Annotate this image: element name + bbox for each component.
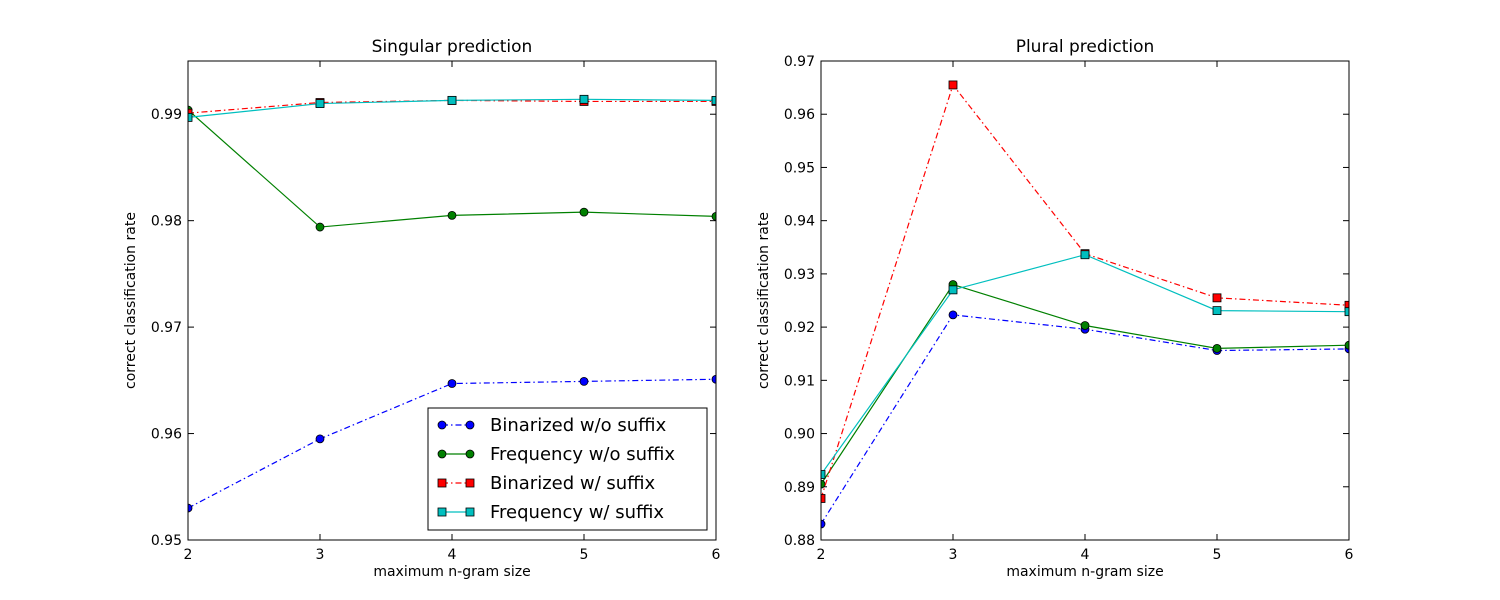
y-tick-label: 0.90 [784, 427, 815, 443]
series-line [188, 378, 716, 509]
plot-frame [187, 60, 717, 541]
legend-item: Frequency w/o suffix [437, 444, 675, 465]
data-point [579, 376, 589, 386]
series-binarized-w-o-suffix [188, 374, 716, 513]
x-tick-label: 4 [1081, 547, 1090, 563]
legend-item: Binarized w/ suffix [437, 473, 656, 494]
x-tick-label: 2 [817, 547, 826, 563]
data-point [1344, 307, 1349, 317]
data-point [579, 94, 589, 104]
y-tick-label: 0.88 [784, 533, 815, 549]
data-point [1212, 293, 1222, 303]
legend-marker [437, 507, 447, 517]
legend-label: Binarized w/ suffix [490, 473, 656, 494]
x-tick-label: 4 [448, 547, 457, 563]
data-point [948, 80, 958, 90]
plural-prediction-panel: Plural prediction 2 3 4 5 6 0.88 0.89 0.90 0.91 0.… [756, 37, 1354, 580]
y-tick-label: 0.98 [151, 214, 182, 230]
data-point [579, 207, 589, 217]
series-frequency-w-o-suffix [821, 280, 1349, 489]
plot-area [188, 94, 716, 513]
data-point [821, 470, 826, 479]
series-line [821, 83, 1349, 499]
data-point [711, 95, 716, 105]
legend-label: Frequency w/o suffix [490, 444, 675, 465]
data-point [315, 434, 325, 444]
series-frequency-w-suffix [188, 94, 716, 122]
chart-title: Singular prediction [372, 37, 533, 57]
plot-area [821, 80, 1349, 529]
y-tick-label: 0.94 [784, 214, 815, 230]
series-line [821, 283, 1349, 485]
y-tick-label: 0.89 [784, 480, 815, 496]
data-point [821, 519, 826, 529]
y-tick-label: 0.96 [151, 427, 182, 443]
x-tick-label: 5 [580, 547, 589, 563]
data-point [1080, 321, 1090, 330]
y-tick-label: 0.92 [784, 320, 815, 336]
chart-title: Plural prediction [1016, 37, 1155, 57]
data-point [447, 95, 457, 105]
data-point [821, 494, 826, 503]
x-axis-label: maximum n-gram size [1006, 564, 1163, 580]
y-tick-label: 0.95 [784, 160, 815, 176]
x-tick-label: 3 [949, 547, 958, 563]
data-point [948, 310, 958, 320]
series-line [188, 109, 716, 228]
legend: Binarized w/o suffix Frequency w/o suffix… [427, 407, 708, 531]
data-point [447, 379, 457, 388]
data-point [1344, 340, 1349, 350]
series-frequency-w-suffix [821, 250, 1349, 479]
data-point [948, 285, 958, 295]
singular-prediction-panel: Singular prediction 2 3 4 5 6 0.95 0.96 0.97 0.98… [123, 37, 721, 580]
legend-marker [437, 449, 447, 459]
legend-marker [465, 478, 475, 488]
y-tick-label: 0.95 [151, 533, 182, 549]
data-point [447, 210, 457, 220]
legend-box [427, 407, 708, 531]
data-point [1212, 306, 1222, 316]
x-tick-label: 6 [1345, 547, 1354, 563]
data-point [188, 503, 193, 513]
legend-marker [465, 449, 475, 459]
y-tick-label: 0.97 [784, 54, 815, 70]
legend-label: Frequency w/ suffix [490, 502, 664, 523]
y-tick-label: 0.99 [151, 107, 182, 123]
legend-label: Binarized w/o suffix [490, 415, 667, 436]
series-line [821, 254, 1349, 475]
legend-marker [465, 507, 475, 517]
y-tick-label: 0.96 [784, 107, 815, 123]
series-frequency-w-o-suffix [188, 105, 716, 232]
data-point [711, 374, 716, 384]
data-point [711, 212, 716, 221]
data-point [188, 113, 193, 122]
x-axis-label: maximum n-gram size [373, 564, 530, 580]
data-point [1344, 300, 1349, 310]
y-tick-label: 0.93 [784, 267, 815, 283]
y-axis-label: correct classification rate [756, 212, 772, 389]
y-tick-label: 0.97 [151, 320, 182, 336]
legend-marker [465, 420, 475, 430]
legend-item: Binarized w/o suffix [437, 415, 667, 436]
x-tick-label: 6 [712, 547, 721, 563]
y-axis-label: correct classification rate [123, 212, 139, 389]
data-point [1080, 250, 1090, 260]
x-tick-label: 2 [184, 547, 193, 563]
plot-frame [820, 60, 1350, 541]
series-line [821, 314, 1349, 525]
data-point [315, 222, 325, 232]
series-binarized-w-suffix [821, 80, 1349, 503]
x-tick-label: 5 [1213, 547, 1222, 563]
series-binarized-w-o-suffix [821, 310, 1349, 529]
legend-marker [437, 478, 447, 488]
legend-item: Frequency w/ suffix [437, 502, 664, 523]
data-point [315, 99, 325, 108]
y-tick-label: 0.91 [784, 373, 815, 389]
x-tick-label: 3 [316, 547, 325, 563]
data-point [1212, 343, 1222, 353]
legend-marker [437, 420, 447, 430]
